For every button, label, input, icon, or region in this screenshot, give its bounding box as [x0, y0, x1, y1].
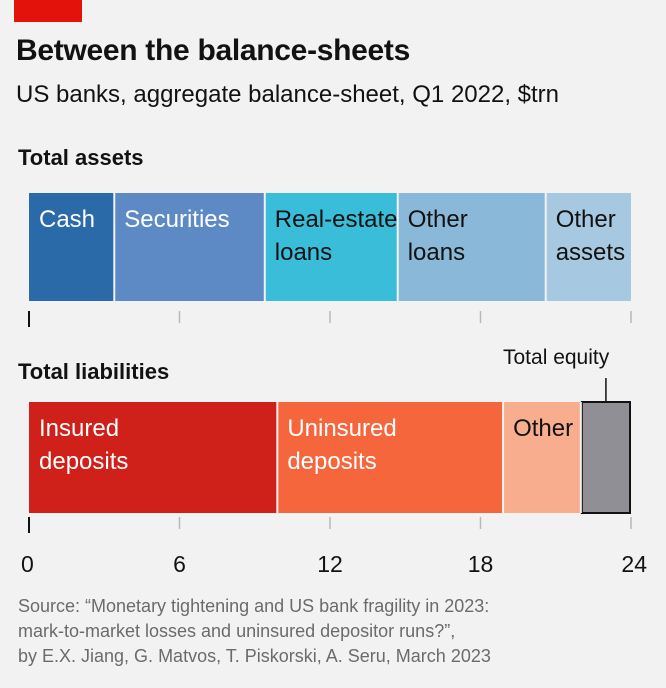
x-tick-label: 0 — [21, 551, 34, 577]
segment-label: Other — [408, 206, 468, 233]
chart-title: Between the balance-sheets — [16, 34, 411, 67]
bar-segment-real-estate-loans — [264, 193, 398, 301]
segment-label: deposits — [39, 448, 128, 475]
x-tick-label: 18 — [468, 551, 494, 577]
source-line-2: mark-to-market losses and uninsured depo… — [18, 621, 456, 641]
assets-bar-label: Total assets — [18, 145, 144, 170]
segment-label: Uninsured — [287, 415, 396, 442]
bar-segment-insured-deposits — [29, 402, 278, 513]
bar-segment-securities — [114, 193, 265, 301]
segment-label: Insured — [39, 415, 119, 442]
liabilities-bar-label: Total liabilities — [18, 359, 170, 384]
segment-label: loans — [275, 239, 332, 266]
x-tick-label: 12 — [317, 551, 343, 577]
segment-label: Securities — [124, 206, 229, 233]
segment-label: Real-estate — [275, 206, 398, 233]
chart-subtitle: US banks, aggregate balance-sheet, Q1 20… — [16, 81, 560, 108]
bar-segment-cash — [29, 193, 115, 301]
segment-label: loans — [408, 239, 465, 266]
segment-label: Other — [513, 415, 573, 442]
source-line-1: Source: “Monetary tightening and US bank… — [18, 596, 490, 616]
segment-label: deposits — [287, 448, 376, 475]
x-tick-label: 24 — [621, 551, 647, 577]
brand-tag — [14, 0, 82, 22]
source-line-3: by E.X. Jiang, G. Matvos, T. Piskorski, … — [18, 646, 491, 666]
bar-segment-other-assets — [545, 193, 631, 301]
total-equity-annotation: Total equity — [503, 346, 610, 369]
bar-segment-other — [503, 402, 581, 513]
bar-segment-uninsured-deposits — [277, 402, 504, 513]
bar-segment-other-loans — [397, 193, 546, 301]
segment-label: Cash — [39, 206, 95, 233]
segment-label: assets — [556, 239, 625, 266]
x-tick-label: 6 — [173, 551, 186, 577]
source-note: Source: “Monetary tightening and US bank… — [18, 594, 638, 669]
balance-sheet-chart: Cash Securities Real-estate loans Other loans… — [21, 193, 647, 577]
segment-label: Other — [556, 206, 616, 233]
bar-segment-total-equity — [580, 401, 631, 514]
